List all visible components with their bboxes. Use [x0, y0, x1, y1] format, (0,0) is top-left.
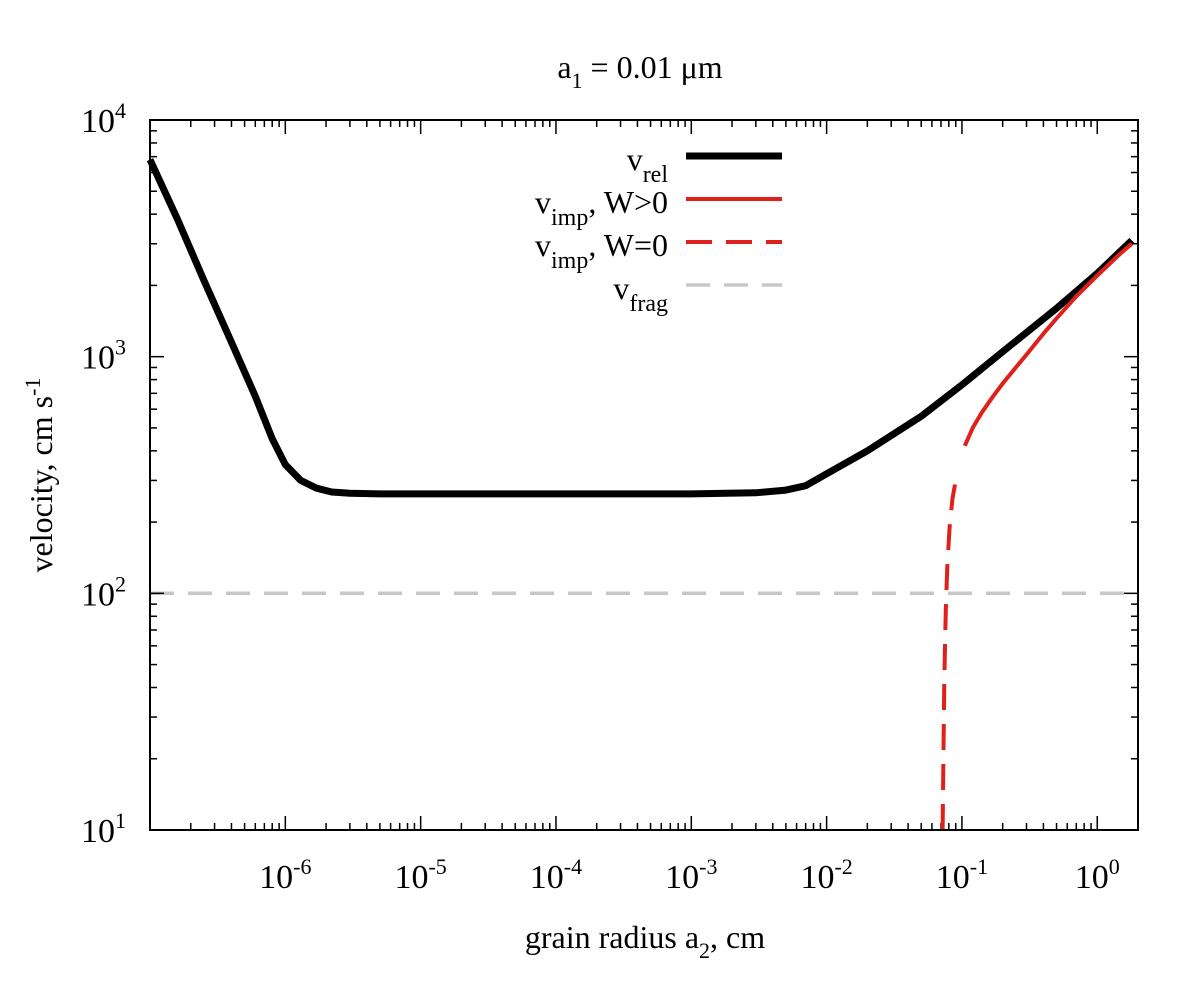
legend-label: vrel [627, 141, 669, 188]
x-tick-label: 10-6 [259, 854, 311, 896]
plot-frame [149, 119, 1139, 831]
x-tick-label: 10-1 [936, 854, 988, 896]
series-line-v-rel [146, 158, 1135, 498]
legend-label: vimp, W>0 [535, 184, 668, 231]
series-line-v-imp-w-0 [962, 242, 1134, 447]
x-tick-label: 10-4 [530, 854, 582, 896]
y-tick-label: 104 [81, 98, 126, 140]
y-tick-label: 103 [81, 335, 126, 377]
axis-ticks [149, 119, 1139, 831]
y-axis-label: velocity, cm s-1 [20, 378, 59, 573]
x-tick-label: 10-2 [800, 854, 852, 896]
x-tick-label: 10-5 [394, 854, 446, 896]
x-tick-label: 100 [1075, 854, 1120, 896]
data-series [146, 158, 1135, 831]
legend-label: vimp, W=0 [535, 227, 668, 274]
chart-title: a1 = 0.01 μm [557, 49, 722, 93]
y-tick-label: 102 [81, 571, 126, 613]
axis-tick-labels: 10-6 10-5 10-4 10-3 10-2 10-1 100 101 102 103 104 [81, 98, 1120, 896]
x-tick-label: 10-3 [665, 854, 717, 896]
legend-label: vfrag [613, 270, 668, 317]
y-tick-label: 101 [81, 808, 126, 850]
series-line-v-imp-w-0 [940, 480, 958, 831]
x-axis-label: grain radius a2, cm [525, 919, 765, 963]
